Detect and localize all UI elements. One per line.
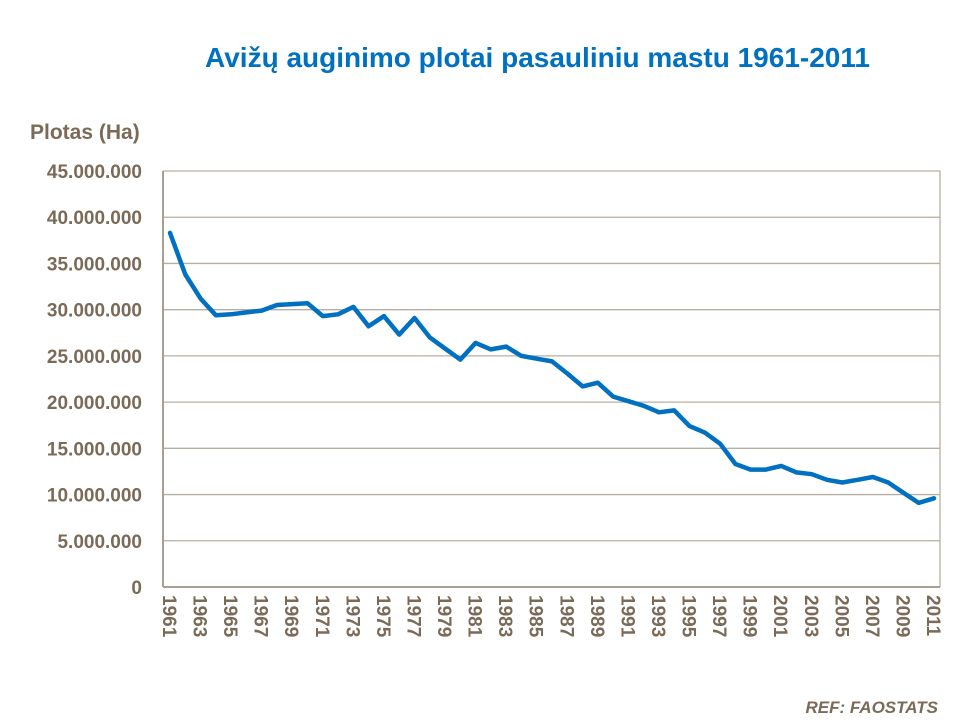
x-tick-label: 1995	[678, 595, 699, 638]
x-tick-label: 2001	[769, 595, 790, 638]
x-tick-label: 2003	[800, 595, 821, 637]
series-line	[167, 230, 937, 506]
x-tick-label: 1985	[525, 595, 546, 638]
x-tick-label: 1967	[250, 595, 271, 637]
x-tick-label: 1969	[280, 595, 301, 637]
x-tick-label: 2007	[861, 595, 882, 637]
source-note: REF: FAOSTATS	[805, 698, 938, 717]
x-tick-label: 1973	[341, 595, 362, 637]
y-tick-label: 0	[131, 578, 142, 599]
y-tick-label: 10.000.000	[47, 486, 142, 507]
x-tick-label: 1975	[372, 595, 393, 638]
x-tick-label: 1987	[555, 595, 576, 637]
y-tick-label: 25.000.000	[47, 347, 142, 368]
x-tick-label: 2011	[922, 595, 943, 637]
x-tick-label: 1999	[739, 595, 760, 637]
x-tick-label: 1971	[311, 595, 332, 638]
y-tick-label: 35.000.000	[47, 254, 142, 275]
x-tick-label: 1991	[616, 595, 637, 638]
y-tick-label: 15.000.000	[47, 439, 142, 460]
x-tick-label: 2009	[891, 595, 912, 637]
x-tick-label: 1961	[158, 595, 179, 638]
y-tick-label: 5.000.000	[57, 532, 142, 553]
x-tick-label: 1983	[494, 595, 515, 637]
y-tick-label: 30.000.000	[47, 301, 142, 322]
x-tick-label: 1965	[219, 595, 240, 638]
y-axis-label: Plotas (Ha)	[30, 121, 140, 144]
x-tick-label: 2005	[830, 595, 851, 638]
x-tick-label: 1989	[586, 595, 607, 637]
y-tick-label: 45.000.000	[47, 162, 142, 183]
x-tick-label: 1977	[402, 595, 423, 637]
y-tick-label: 20.000.000	[47, 393, 142, 414]
x-tick-label: 1997	[708, 595, 729, 637]
x-tick-label: 1993	[647, 595, 668, 637]
x-tick-label: 1979	[433, 595, 454, 637]
chart-title: Avižų auginimo plotai pasauliniu mastu 1…	[205, 42, 870, 73]
x-tick-label: 1963	[189, 595, 210, 637]
x-tick-label: 1981	[464, 595, 485, 638]
y-tick-label: 40.000.000	[47, 208, 142, 229]
